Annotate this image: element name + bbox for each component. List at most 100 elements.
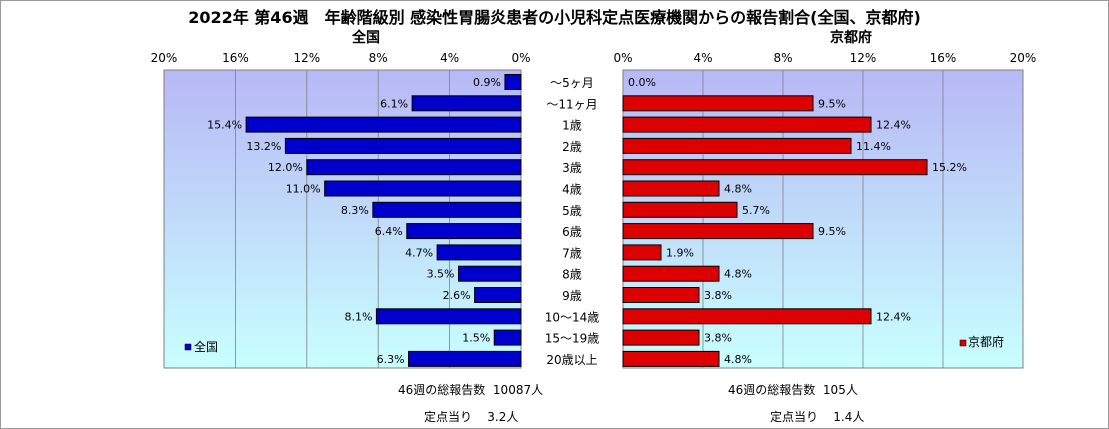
kyoto-value-label: 9.5% — [818, 225, 846, 238]
right-tick-label: 20% — [1010, 51, 1037, 65]
right-tick-label: 16% — [930, 51, 957, 65]
right-legend-label: 京都府 — [968, 334, 1004, 349]
national-bar — [324, 180, 522, 197]
national-bar — [411, 95, 522, 112]
kyoto-bar — [622, 223, 814, 240]
kyoto-bar — [622, 159, 928, 176]
national-value-label: 6.1% — [380, 97, 408, 110]
kyoto-value-label: 1.9% — [666, 246, 694, 259]
left-tick-label: 4% — [440, 51, 459, 65]
age-category-label: 1歳 — [562, 119, 582, 133]
age-category-label: ～11ヶ月 — [546, 97, 597, 111]
national-bar — [284, 137, 522, 154]
national-bar — [458, 265, 522, 282]
kyoto-bar — [622, 137, 852, 154]
left-tick-label: 12% — [293, 51, 320, 65]
age-category-label: 6歳 — [562, 225, 582, 239]
national-bar — [474, 287, 522, 303]
chart-title: 2022年 第46週 年齢階級別 感染性胃腸炎患者の小児科定点医療機関からの報告… — [188, 8, 921, 27]
kyoto-value-label: 12.4% — [876, 310, 911, 323]
age-category-label: 10～14歳 — [545, 310, 600, 324]
left-tick-label: 16% — [222, 51, 249, 65]
national-value-label: 11.0% — [286, 183, 321, 196]
national-value-label: 6.3% — [377, 353, 405, 366]
right-legend-swatch — [959, 339, 967, 347]
age-category-label: 8歳 — [562, 268, 582, 282]
kyoto-bar — [622, 180, 720, 197]
national-value-label: 3.5% — [427, 268, 455, 281]
kyoto-value-label: 9.5% — [818, 97, 846, 110]
age-category-label: 5歳 — [562, 204, 582, 218]
left-per-site-label: 定点当り — [424, 410, 473, 424]
right-per-site-value: 1.4人 — [833, 410, 865, 424]
left-total-reports: 46週の総報告数 10087人 — [398, 381, 543, 398]
kyoto-value-label: 4.8% — [724, 353, 752, 366]
left-total-label: 46週の総報告数 — [398, 383, 486, 397]
kyoto-value-label: 0.0% — [628, 76, 656, 89]
age-category-label: 15～19歳 — [545, 332, 600, 346]
age-category-label: 4歳 — [562, 183, 582, 197]
kyoto-value-label: 5.7% — [742, 204, 770, 217]
kyoto-bar — [622, 350, 720, 367]
kyoto-bar — [622, 244, 662, 261]
kyoto-value-label: 15.2% — [932, 161, 967, 174]
right-panel-title: 京都府 — [830, 30, 872, 46]
right-per-site-label: 定点当り — [770, 410, 819, 424]
national-value-label: 12.0% — [268, 161, 303, 174]
right-total-value: 105人 — [822, 383, 858, 397]
age-category-label: 9歳 — [562, 289, 582, 303]
age-category-label: 2歳 — [562, 140, 582, 154]
national-bar — [306, 159, 522, 176]
national-bar — [375, 308, 522, 325]
national-bar — [372, 201, 522, 218]
national-bar — [408, 350, 522, 367]
national-bar — [493, 329, 522, 346]
left-tick-label: 20% — [151, 51, 178, 65]
right-tick-label: 4% — [693, 51, 712, 65]
kyoto-bar — [622, 265, 720, 282]
age-category-label: 7歳 — [562, 246, 582, 260]
right-total-reports: 46週の総報告数 105人 — [728, 381, 858, 398]
kyoto-value-label: 4.8% — [724, 183, 752, 196]
left-tick-label: 8% — [369, 51, 388, 65]
left-per-site: 定点当り 3.2人 — [424, 408, 518, 425]
kyoto-value-label: 12.4% — [876, 119, 911, 132]
national-value-label: 0.9% — [473, 76, 501, 89]
left-total-value: 10087人 — [492, 383, 544, 397]
right-per-site: 定点当り 1.4人 — [770, 408, 864, 425]
age-category-label: 3歳 — [562, 161, 582, 175]
right-tick-label: 0% — [613, 51, 632, 65]
right-tick-label: 8% — [773, 51, 792, 65]
left-per-site-value: 3.2人 — [487, 410, 519, 424]
kyoto-bar — [622, 95, 814, 112]
national-value-label: 2.6% — [443, 289, 471, 302]
left-panel-title: 全国 — [352, 30, 380, 46]
national-bar — [436, 244, 522, 261]
left-legend: 全国 — [184, 339, 218, 354]
left-legend-label: 全国 — [194, 339, 218, 354]
age-category-label: 20歳以上 — [546, 353, 597, 367]
kyoto-value-label: 11.4% — [856, 140, 891, 153]
kyoto-value-label: 3.8% — [704, 332, 732, 345]
age-category-label: ～5ヶ月 — [550, 76, 594, 90]
left-legend-swatch — [184, 343, 192, 351]
national-bar — [504, 74, 522, 90]
right-total-label: 46週の総報告数 — [728, 383, 816, 397]
national-value-label: 4.7% — [405, 246, 433, 259]
kyoto-value-label: 3.8% — [704, 289, 732, 302]
national-bar — [245, 116, 522, 133]
national-bar — [406, 223, 522, 240]
kyoto-bar — [622, 308, 872, 325]
kyoto-bar — [622, 201, 738, 218]
national-value-label: 6.4% — [375, 225, 403, 238]
kyoto-value-label: 4.8% — [724, 268, 752, 281]
national-value-label: 15.4% — [207, 119, 242, 132]
national-value-label: 1.5% — [462, 332, 490, 345]
kyoto-bar — [622, 116, 872, 133]
national-value-label: 13.2% — [246, 140, 281, 153]
national-value-label: 8.3% — [341, 204, 369, 217]
right-legend: 京都府 — [959, 334, 1004, 349]
kyoto-bar — [622, 287, 700, 303]
national-value-label: 8.1% — [344, 310, 372, 323]
